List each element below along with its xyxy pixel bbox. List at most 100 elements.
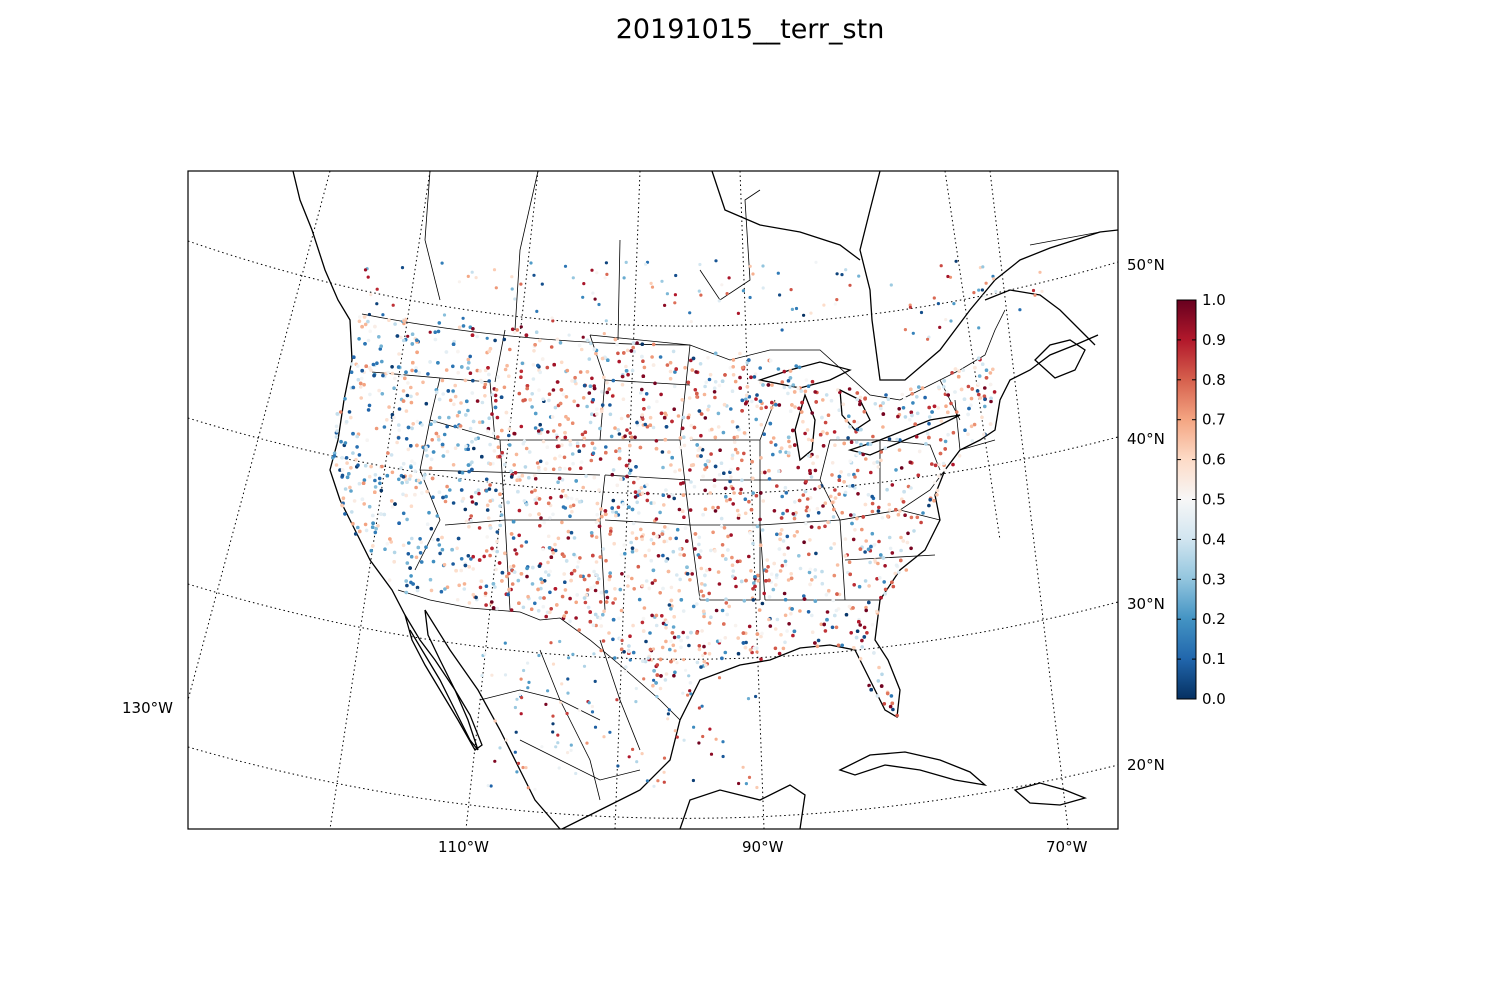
- station-point: [699, 412, 704, 416]
- station-point: [528, 513, 532, 517]
- station-point: [711, 530, 715, 535]
- station-point: [978, 396, 983, 400]
- station-point: [717, 676, 722, 680]
- station-point: [783, 559, 788, 564]
- station-point: [334, 424, 339, 429]
- station-point: [833, 496, 838, 500]
- station-point: [607, 387, 611, 391]
- station-point: [515, 328, 520, 332]
- station-point: [583, 600, 588, 605]
- station-point: [588, 420, 593, 425]
- station-point: [709, 752, 714, 756]
- station-point: [599, 507, 603, 511]
- station-point: [886, 514, 890, 518]
- station-point: [611, 498, 616, 503]
- station-point: [461, 324, 466, 328]
- station-point: [510, 327, 515, 332]
- station-point: [1018, 308, 1022, 312]
- station-point: [837, 492, 841, 497]
- station-point: [556, 480, 560, 485]
- station-point: [367, 474, 372, 479]
- station-point: [755, 632, 760, 636]
- station-point: [373, 473, 378, 477]
- station-point: [555, 603, 559, 607]
- station-point: [385, 418, 389, 422]
- station-point: [697, 409, 702, 413]
- station-point: [852, 513, 856, 517]
- station-point: [810, 613, 814, 618]
- station-point: [714, 737, 718, 741]
- station-point: [559, 700, 563, 704]
- station-point: [675, 527, 680, 532]
- station-point: [671, 625, 676, 629]
- station-point: [890, 551, 895, 555]
- station-point: [627, 755, 631, 759]
- station-point: [695, 395, 699, 399]
- station-point: [667, 708, 671, 712]
- station-point: [717, 383, 722, 388]
- station-point: [563, 430, 567, 435]
- station-point: [675, 735, 679, 739]
- station-point: [810, 379, 815, 384]
- station-point: [746, 697, 751, 701]
- station-point: [787, 622, 791, 626]
- station-point: [616, 764, 620, 768]
- station-point: [405, 517, 409, 522]
- station-point: [860, 638, 864, 643]
- station-point: [976, 382, 981, 386]
- station-point: [401, 543, 406, 548]
- station-point: [741, 289, 746, 293]
- station-point: [534, 501, 539, 506]
- station-point: [442, 562, 447, 567]
- station-point: [654, 439, 659, 443]
- station-point: [526, 686, 530, 690]
- station-point: [555, 444, 560, 449]
- station-point: [390, 371, 395, 376]
- station-point: [854, 440, 859, 444]
- station-point: [780, 380, 785, 384]
- station-point: [843, 554, 848, 558]
- station-point: [532, 273, 536, 277]
- station-point: [890, 483, 895, 487]
- station-point: [966, 432, 970, 437]
- station-point: [835, 298, 839, 302]
- station-point: [741, 631, 746, 635]
- station-point: [719, 516, 724, 521]
- station-point: [468, 325, 473, 330]
- station-point: [541, 547, 545, 552]
- station-point: [623, 670, 628, 674]
- station-point: [362, 315, 367, 319]
- station-point: [594, 560, 599, 564]
- station-point: [915, 411, 920, 416]
- station-point: [924, 442, 928, 446]
- station-point: [649, 538, 654, 542]
- station-point: [810, 438, 814, 443]
- station-point: [883, 446, 888, 451]
- station-point: [605, 272, 609, 276]
- station-point: [927, 503, 931, 508]
- station-point: [499, 513, 504, 517]
- station-point: [642, 365, 647, 370]
- station-point: [409, 400, 414, 405]
- station-point: [721, 754, 725, 759]
- station-point: [546, 430, 550, 434]
- station-point: [689, 436, 693, 441]
- station-point: [536, 609, 541, 613]
- station-point: [332, 454, 337, 458]
- station-point: [759, 657, 763, 661]
- station-point: [367, 312, 371, 317]
- station-point: [689, 423, 694, 428]
- station-point: [514, 730, 518, 734]
- station-point: [425, 489, 429, 494]
- newfoundland: [1034, 339, 1086, 379]
- station-point: [503, 641, 507, 645]
- station-point: [870, 509, 875, 514]
- station-point: [679, 645, 683, 650]
- station-point: [881, 425, 885, 429]
- station-point: [357, 315, 362, 319]
- station-point: [549, 641, 553, 645]
- station-point: [608, 412, 613, 417]
- station-point: [484, 603, 488, 607]
- station-point: [513, 750, 517, 754]
- station-point: [441, 392, 446, 396]
